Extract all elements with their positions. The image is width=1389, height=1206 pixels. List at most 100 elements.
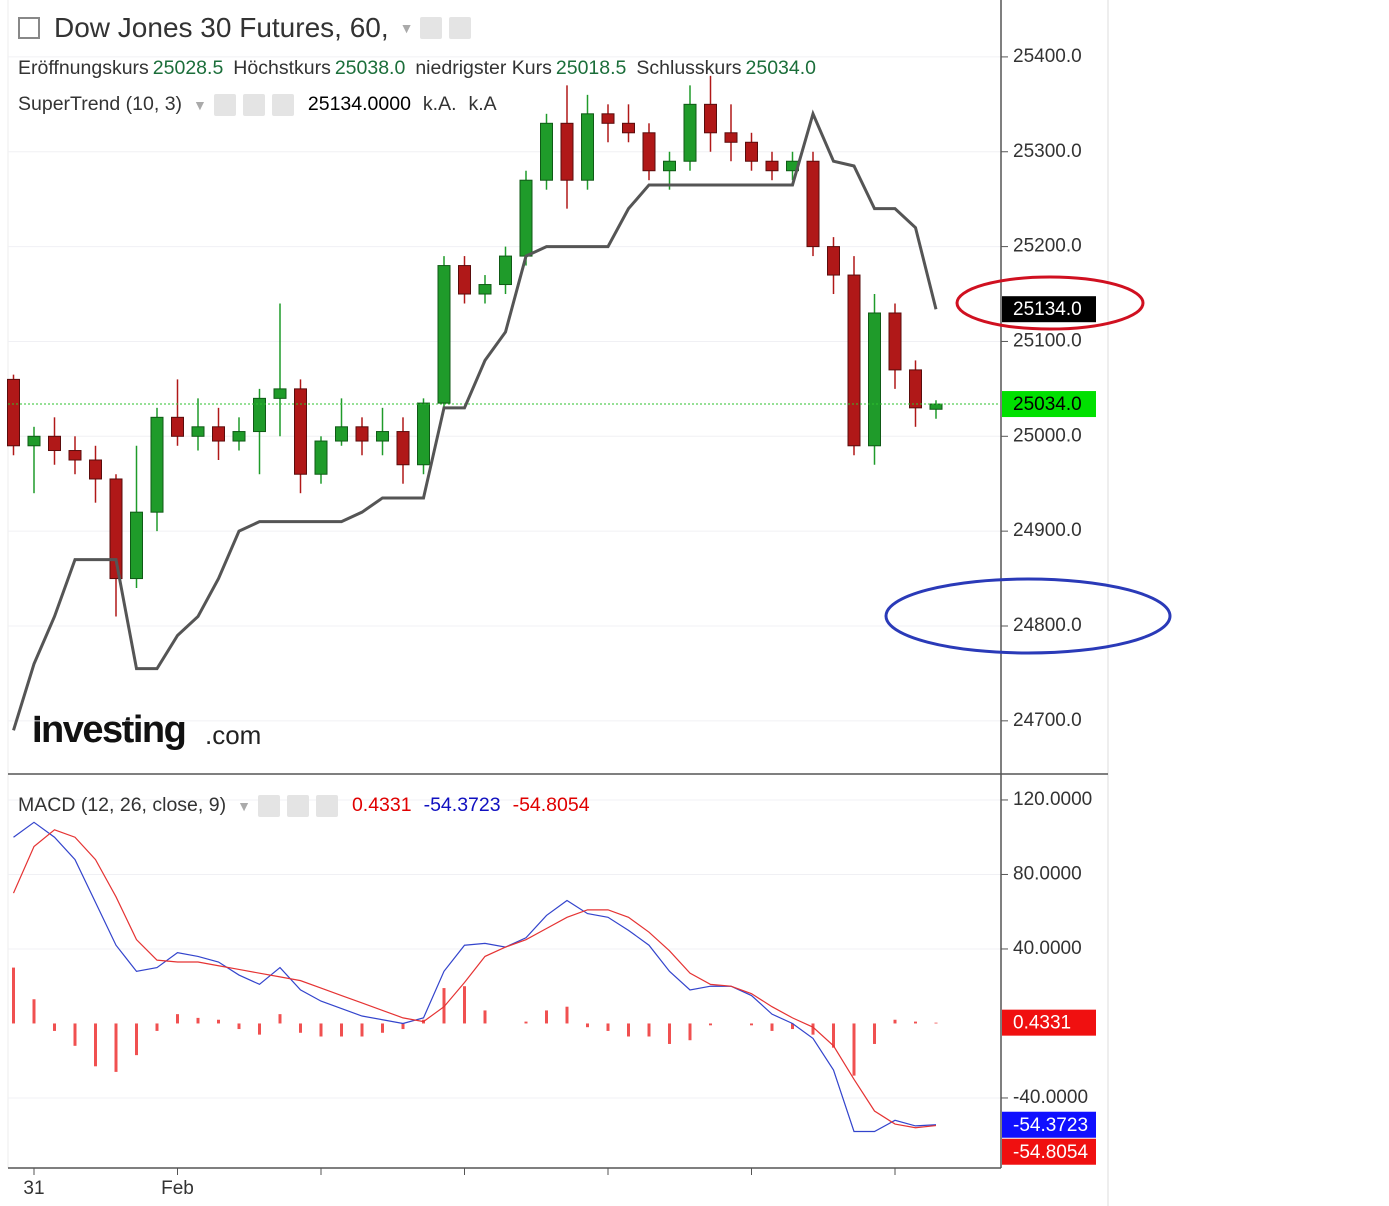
- candle-body: [868, 312, 881, 447]
- indicator-value: 25134.0000: [307, 93, 411, 115]
- dropdown[interactable]: ▼: [237, 797, 251, 814]
- icon[interactable]: [242, 93, 265, 116]
- ohlc-value: 25018.5: [555, 57, 627, 79]
- supertrend-row: SuperTrend (10, 3) ▼ 25134.0000 k.A. k.A: [18, 93, 504, 116]
- candle-body: [27, 435, 41, 447]
- supertrend-line: [12, 109, 938, 731]
- macd-line: [12, 829, 937, 1129]
- chart-title: Dow Jones 30 Futures, 60,: [54, 12, 389, 43]
- candle-body: [560, 122, 574, 181]
- indicator-name: SuperTrend (10, 3): [18, 93, 183, 115]
- candle-body: [806, 160, 820, 248]
- candle-body: [294, 388, 307, 475]
- candle-body: [519, 179, 533, 257]
- icon[interactable]: [271, 93, 294, 116]
- y-tick-label: 25200.0: [1013, 236, 1082, 257]
- price-label-box: [1002, 1138, 1096, 1165]
- candle-body: [765, 160, 779, 172]
- y-tick-label: 25000.0: [1013, 425, 1082, 446]
- price-label-box: [1002, 1111, 1096, 1138]
- indicator-value: -54.8054: [512, 794, 590, 816]
- dropdown[interactable]: ▼: [399, 20, 414, 36]
- candle-body: [232, 431, 246, 442]
- candle-body: [663, 160, 676, 172]
- indicator-name: MACD (12, 26, close, 9): [18, 794, 227, 816]
- indicator-value: -54.3723: [423, 794, 501, 816]
- ohlc-name: Eröffnungskurs: [18, 57, 149, 79]
- y-tick-label: 24900.0: [1013, 520, 1082, 541]
- price-label: -54.3723: [1013, 1115, 1088, 1136]
- annotation-ellipse: [884, 577, 1172, 655]
- indicator-value: k.A.: [422, 93, 457, 115]
- annotation-ellipse: [955, 275, 1145, 331]
- candle-body: [150, 416, 164, 513]
- candle-body: [68, 450, 82, 461]
- price-label: 0.4331: [1013, 1013, 1071, 1034]
- ohlc-name: Schlusskurs: [636, 57, 742, 79]
- logo-brand: Investing: [32, 709, 185, 751]
- candle-body: [847, 274, 861, 447]
- candle-body: [437, 265, 451, 404]
- candle-body: [314, 440, 328, 475]
- y-tick-label: 120.0000: [1013, 789, 1092, 810]
- y-tick-label: 24800.0: [1013, 615, 1082, 636]
- price-label: 25134.0: [1013, 299, 1082, 320]
- macd-row: MACD (12, 26, close, 9) ▼ 0.4331 -54.372…: [18, 794, 597, 817]
- candle-body: [622, 122, 635, 134]
- logo-suffix: .com: [205, 720, 261, 750]
- y-tick-label: 25100.0: [1013, 330, 1082, 351]
- candle-body: [7, 378, 20, 447]
- ohlc-name: Höchstkurs: [233, 57, 331, 79]
- icon[interactable]: [257, 794, 280, 817]
- price-label-box: [1002, 1009, 1096, 1036]
- ohlc-name: niedrigster Kurs: [415, 57, 552, 79]
- price-label: -54.8054: [1013, 1142, 1088, 1163]
- candle-body: [929, 403, 943, 410]
- candle-body: [396, 431, 410, 466]
- icon[interactable]: [213, 93, 236, 116]
- candle-body: [273, 388, 287, 399]
- price-label-box: [1002, 296, 1096, 323]
- candle-body: [355, 426, 369, 442]
- y-tick-label: 25300.0: [1013, 141, 1082, 162]
- ohlc-value: 25038.0: [334, 57, 406, 79]
- candle-body: [253, 397, 266, 433]
- ohlc-row: Eröffnungskurs 25028.5 Höchstkurs 25038.0 …: [18, 57, 823, 80]
- x-tick-label: 31: [23, 1178, 44, 1199]
- icon[interactable]: [315, 794, 338, 817]
- icon[interactable]: [449, 17, 472, 39]
- candle-body: [212, 426, 225, 442]
- y-tick-label: 24700.0: [1013, 710, 1082, 731]
- candle-body: [335, 426, 348, 442]
- candle-body: [888, 312, 902, 371]
- candle-body: [909, 369, 922, 409]
- candle-body: [171, 416, 184, 437]
- collapse-icon[interactable]: [18, 17, 40, 39]
- title-row: Dow Jones 30 Futures, 60, ▼: [18, 12, 478, 44]
- candle-body: [724, 132, 738, 143]
- candle-body: [601, 113, 615, 124]
- candle-body: [109, 478, 123, 580]
- candle-body: [540, 122, 553, 181]
- indicator-value: 0.4331: [351, 794, 412, 816]
- candle-body: [478, 284, 492, 295]
- y-tick-label: -40.0000: [1013, 1087, 1088, 1108]
- x-tick-label: Feb: [161, 1178, 194, 1199]
- candle-body: [191, 426, 205, 437]
- candle-body: [642, 132, 656, 172]
- macd-line: [13, 821, 937, 1133]
- dropdown[interactable]: ▼: [193, 96, 207, 113]
- candle-body: [48, 435, 61, 452]
- candle-body: [89, 459, 102, 480]
- icon[interactable]: [286, 794, 309, 817]
- candle-body: [683, 103, 697, 162]
- price-label-box: [1002, 391, 1096, 418]
- icon[interactable]: [420, 17, 443, 39]
- candle-body: [827, 246, 840, 276]
- candle-body: [376, 431, 389, 442]
- candle-body: [458, 265, 471, 295]
- indicator-value: k.A: [468, 93, 497, 115]
- candle-body: [130, 511, 143, 580]
